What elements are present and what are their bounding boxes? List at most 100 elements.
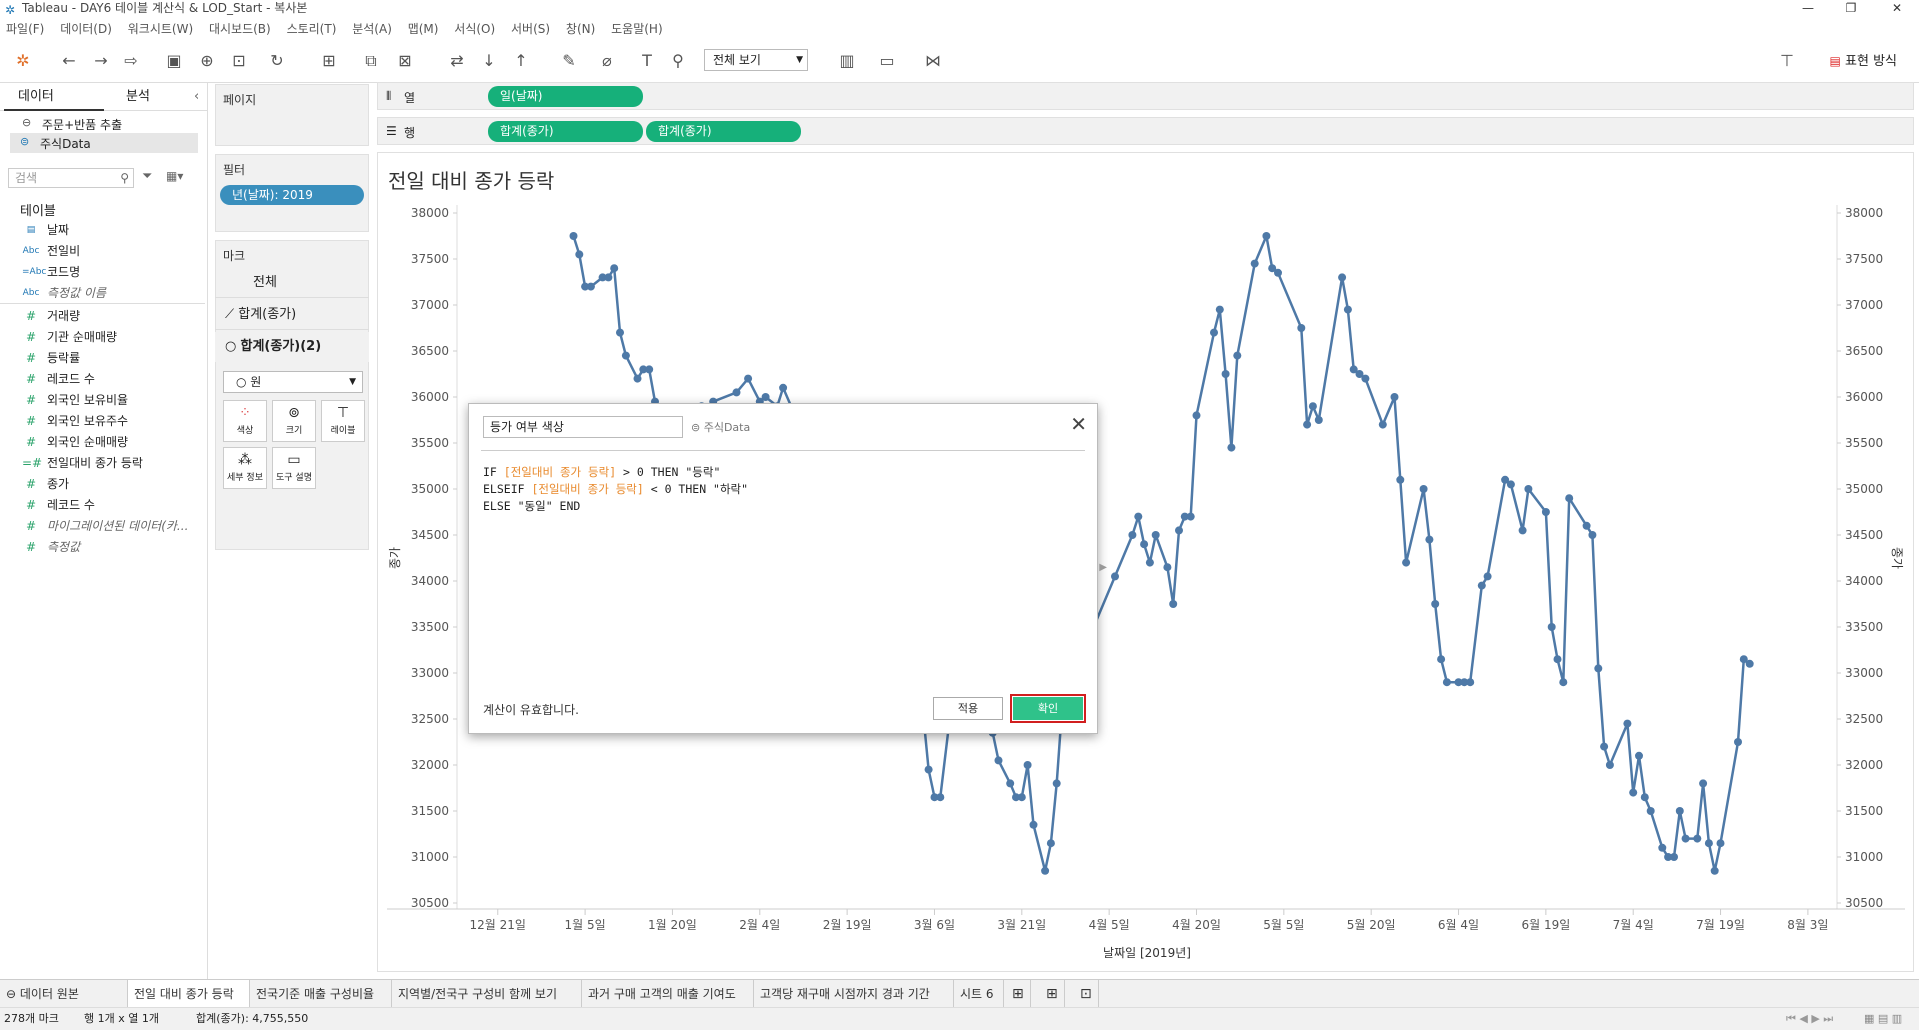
menu-map[interactable]: 맵(M) (407, 22, 439, 36)
calc-name-input[interactable]: 등가 여부 색상 (483, 416, 683, 438)
new-dashboard-icon[interactable]: ⊞ (1040, 980, 1065, 1008)
group-icon[interactable]: ⌀ (602, 51, 612, 70)
field-close[interactable]: # 종가 (0, 474, 205, 495)
tooltip-button[interactable]: ▭ 도구 설명 (272, 447, 316, 489)
search-input[interactable]: 검색 ⚲ (8, 168, 134, 188)
sheet-tab-active[interactable]: 전일 대비 종가 등락 (128, 980, 250, 1008)
sheet-tab[interactable]: 고객당 재구매 시점까지 경과 기간 (754, 980, 954, 1008)
new-sheet-icon[interactable]: ⊞ (1006, 980, 1031, 1008)
expand-icon[interactable]: ▶ (1099, 562, 1107, 573)
refresh-icon[interactable]: ↻ (270, 51, 284, 70)
column-pill-day[interactable]: 일(날짜) (488, 86, 643, 107)
menu-data[interactable]: 데이터(D) (60, 22, 112, 36)
color-button[interactable]: ⁘ 색상 (223, 400, 267, 442)
field-foreign-shares[interactable]: # 외국인 보유주수 (0, 411, 205, 432)
ok-button[interactable]: 확인 (1010, 694, 1086, 723)
tab-data-source[interactable]: ⊖ 데이터 원본 (0, 980, 128, 1008)
show-me-icon[interactable]: ⊤ (1780, 51, 1794, 70)
sheet-tab[interactable]: 시트 6 (954, 980, 1004, 1008)
datasource-item[interactable]: ⊖ 주문+반품 추출 (8, 114, 198, 134)
tab-data[interactable]: 데이터 (18, 89, 54, 104)
show-labels-icon[interactable]: T (642, 51, 652, 70)
redo-icon[interactable]: → (94, 51, 108, 70)
menu-window[interactable]: 창(N) (565, 22, 596, 36)
menu-help[interactable]: 도움말(H) (611, 22, 663, 36)
detail-button[interactable]: ⁂ 세부 정보 (223, 447, 267, 489)
field-foreign-net[interactable]: # 외국인 순매매량 (0, 432, 205, 453)
restore-button[interactable]: ❐ (1845, 1, 1857, 15)
mark-type-select[interactable]: ○ 원 ▼ (223, 371, 363, 393)
field-code-name[interactable]: =Abc 코드명 (0, 262, 205, 283)
field-foreign-ratio[interactable]: # 외국인 보유비율 (0, 390, 205, 411)
size-button[interactable]: ⊚ 크기 (272, 400, 316, 442)
sheet-tab[interactable]: 전국기준 매출 구성비율 (250, 980, 392, 1008)
columns-shelf[interactable]: ⦀ 열 일(날짜) (377, 82, 1914, 110)
close-icon[interactable]: ✕ (1070, 412, 1087, 436)
new-worksheet-icon[interactable]: ⊞ (322, 51, 336, 70)
data-point (1594, 664, 1603, 673)
view-list-icon[interactable]: ▦▾ (166, 169, 184, 183)
menu-file[interactable]: 파일(F) (6, 22, 45, 36)
field-change-rate[interactable]: # 등락률 (0, 348, 205, 369)
field-institution-net[interactable]: # 기관 순매매량 (0, 327, 205, 348)
field-prev-diff[interactable]: Abc 전일비 (0, 241, 205, 262)
filter-icon[interactable]: ⏷ (142, 169, 153, 184)
share-icon[interactable]: ⋈ (925, 51, 941, 70)
tab-analysis[interactable]: 분석 (126, 89, 150, 104)
field-migrated-data[interactable]: # 마이그레이션된 데이터(카... (0, 516, 205, 537)
field-measure-values[interactable]: # 측정값 (0, 537, 205, 558)
undo-icon[interactable]: ← (62, 51, 76, 70)
duplicate-sheet-icon[interactable]: ⧉ (365, 51, 377, 70)
fit-chart-icon[interactable]: ▥ (839, 51, 855, 70)
row-pill-sum1[interactable]: 합계(종가) (488, 121, 643, 142)
sheet-tab[interactable]: 과거 구매 고객의 매출 기여도 (582, 980, 754, 1008)
clear-sheet-icon[interactable]: ⊠ (398, 51, 412, 70)
pages-card[interactable]: 페이지 (215, 84, 369, 146)
datasource-item-active[interactable]: ⊜ 주식Data (10, 133, 198, 153)
sort-ascending-icon[interactable]: ↓ (482, 51, 496, 70)
marks-all-tab[interactable]: 전체 (215, 268, 369, 298)
field-record-count[interactable]: # 레코드 수 (0, 369, 205, 390)
marks-sum2-tab[interactable]: ○ 합계(종가)(2) (215, 332, 369, 362)
close-window-button[interactable]: ✕ (1891, 1, 1903, 15)
menu-story[interactable]: 스토리(T) (286, 22, 337, 36)
row-pill-sum2[interactable]: 합계(종가) (646, 121, 801, 142)
save-icon[interactable]: ▣ (166, 51, 182, 70)
tableau-home-icon[interactable]: ✲ (16, 51, 30, 70)
presentation-mode-icon[interactable]: ▭ (879, 51, 895, 70)
apply-button[interactable]: 적용 (933, 697, 1003, 720)
field-volume[interactable]: # 거래량 (0, 306, 205, 327)
marks-sum1-tab[interactable]: ⟋ 합계(종가) (215, 300, 369, 330)
sheet-nav-icon[interactable]: ⏮ ◀ ▶ ⏭ (1786, 1012, 1834, 1025)
menu-server[interactable]: 서버(S) (511, 22, 551, 36)
menu-worksheet[interactable]: 워크시트(W) (127, 22, 194, 36)
filters-card[interactable]: 필터 년(날짜): 2019 (215, 154, 369, 232)
minimize-button[interactable]: — (1802, 1, 1814, 15)
field-measure-names[interactable]: Abc 측정값 이름 (0, 283, 205, 304)
highlight-icon[interactable]: ✎ (562, 51, 576, 70)
field-date[interactable]: ▤ 날짜 (0, 220, 205, 241)
sheet-view-icons[interactable]: ▦ ▤ ▥ (1864, 1012, 1903, 1025)
show-me-button[interactable]: ▤ 표현 방식 (1830, 50, 1897, 69)
sheet-tab[interactable]: 지역별/전국구 구성비 함께 보기 (392, 980, 582, 1008)
label-button[interactable]: ⊤ 레이블 (321, 400, 365, 442)
sort-descending-icon[interactable]: ↑ (514, 51, 528, 70)
pause-updates-icon[interactable]: ⊡ (232, 51, 246, 70)
menu-dashboard[interactable]: 대시보드(B) (208, 22, 271, 36)
rows-shelf[interactable]: ☰ 행 합계(종가) 합계(종가) (377, 117, 1914, 145)
menu-format[interactable]: 서식(O) (454, 22, 496, 36)
collapse-pane-icon[interactable]: ‹ (194, 89, 200, 104)
replay-icon[interactable]: ⇨ (124, 51, 138, 70)
field-close-change[interactable]: =# 전일대비 종가 등락 (0, 453, 205, 474)
swap-rows-columns-icon[interactable]: ⇄ (450, 51, 464, 70)
formula-editor[interactable]: IF [전일대비 종가 등락] > 0 THEN "등락" ELSEIF [전일대… (483, 464, 748, 515)
pin-icon[interactable]: ⚲ (672, 51, 684, 70)
menu-analysis[interactable]: 분석(A) (352, 22, 392, 36)
field-record-count-2[interactable]: # 레코드 수 (0, 495, 205, 516)
new-story-icon[interactable]: ⊡ (1074, 980, 1099, 1008)
new-datasource-icon[interactable]: ⊕ (200, 51, 214, 70)
filter-pill-year[interactable]: 년(날짜): 2019 (220, 185, 364, 205)
data-point (1431, 600, 1440, 608)
data-point (1466, 678, 1475, 687)
view-fit-select[interactable]: 전체 보기 ▼ (704, 49, 808, 71)
